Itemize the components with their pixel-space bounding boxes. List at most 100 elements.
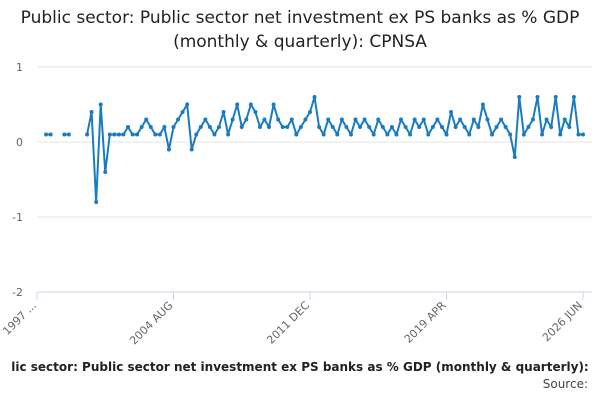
point (253, 110, 258, 114)
point (417, 125, 422, 129)
point (235, 102, 240, 107)
point (44, 132, 49, 137)
point (326, 117, 331, 122)
point (230, 117, 235, 122)
point (62, 132, 67, 137)
x-tick-label: 1997 ... (0, 299, 39, 338)
point (458, 117, 463, 122)
x-tick-label: 2004 AUG (127, 299, 176, 348)
point (271, 102, 276, 107)
point (512, 155, 517, 159)
point (394, 132, 399, 137)
point (171, 125, 176, 129)
point (339, 117, 344, 122)
point (499, 117, 504, 122)
point (535, 95, 540, 99)
point (467, 132, 472, 137)
point (130, 132, 135, 137)
point (153, 132, 158, 137)
point (221, 110, 226, 114)
point (98, 102, 103, 107)
point (476, 125, 481, 129)
point (439, 125, 444, 129)
point (576, 132, 581, 137)
point (521, 132, 526, 137)
point (530, 117, 535, 122)
point (189, 147, 194, 152)
point (335, 132, 340, 137)
point (358, 125, 363, 129)
y-tick-label: 1 (16, 61, 23, 74)
x-tick-label: 2019 APR (402, 299, 449, 346)
point (330, 125, 335, 129)
point (121, 132, 126, 137)
point (503, 125, 508, 129)
footer: lic sector: Public sector net investment… (11, 360, 589, 374)
point (226, 132, 231, 137)
point (558, 132, 563, 137)
point (367, 125, 372, 129)
point (107, 132, 112, 137)
point (321, 132, 326, 137)
point (526, 125, 531, 129)
point (103, 170, 108, 174)
point (453, 125, 458, 129)
point (376, 117, 381, 122)
point (180, 110, 185, 114)
point (494, 125, 499, 129)
point (444, 132, 449, 137)
point (203, 117, 208, 122)
point (267, 125, 272, 129)
y-tick-label: -1 (12, 211, 23, 224)
point (308, 110, 312, 114)
point (298, 125, 303, 129)
point (294, 132, 299, 137)
point (421, 117, 426, 122)
point (148, 125, 153, 129)
point (262, 117, 267, 122)
point (280, 125, 285, 129)
point (112, 132, 117, 137)
point (412, 117, 417, 122)
point (317, 125, 322, 129)
point (66, 132, 71, 137)
series-line (46, 96, 583, 203)
point (139, 125, 144, 129)
point (540, 132, 545, 137)
point (198, 125, 203, 129)
point (490, 132, 494, 137)
point (285, 125, 290, 129)
point (312, 95, 317, 99)
point (126, 125, 130, 129)
point (48, 132, 53, 137)
point (344, 125, 349, 129)
point (289, 117, 294, 122)
point (157, 132, 162, 137)
point (399, 117, 403, 122)
point (248, 102, 253, 107)
point (212, 132, 217, 137)
point (194, 132, 199, 137)
point (116, 132, 121, 137)
point (166, 147, 171, 152)
point (403, 125, 408, 129)
point (480, 102, 485, 107)
point (257, 125, 262, 129)
point (553, 95, 558, 99)
point (207, 125, 212, 129)
point (449, 110, 454, 114)
point (435, 117, 440, 122)
point (408, 132, 413, 137)
point (462, 125, 467, 129)
point (303, 117, 308, 122)
point (85, 132, 90, 137)
source: Source: (542, 377, 588, 391)
point (389, 125, 394, 129)
x-tick-label: 2011 DEC (264, 299, 312, 347)
point (430, 125, 435, 129)
point (185, 102, 190, 107)
y-tick-label: 0 (16, 136, 23, 149)
point (371, 132, 376, 137)
point (217, 125, 221, 129)
